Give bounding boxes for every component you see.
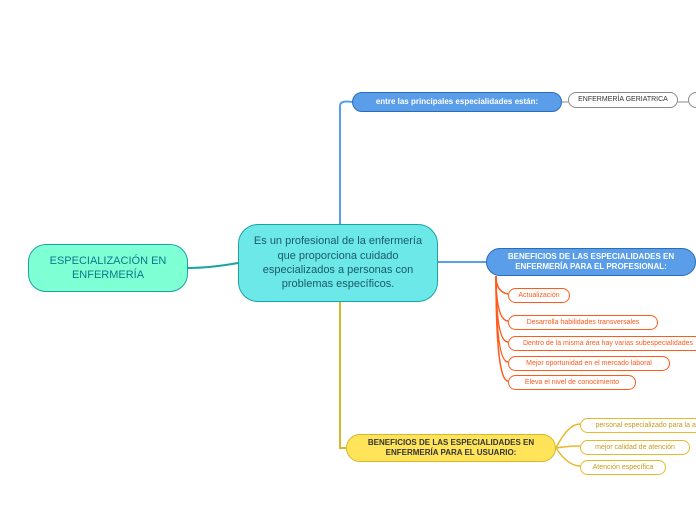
branch-prof-label: BENEFICIOS DE LAS ESPECIALIDADES EN ENFE…: [497, 252, 685, 273]
leaf-label: Eleva el nivel de conocimiento: [525, 378, 619, 387]
leaf-subespecialidades[interactable]: Dentro de la misma área hay varias subes…: [508, 336, 696, 351]
leaf-calidad[interactable]: mejor calidad de atención: [580, 440, 690, 455]
leaf-habilidades[interactable]: Desarrolla habilidades transversales: [508, 315, 658, 330]
leaf-actualizacion[interactable]: Actualización: [508, 288, 570, 303]
leaf-conocimiento[interactable]: Eleva el nivel de conocimiento: [508, 375, 636, 390]
leaf-personal[interactable]: personal especializado para la atenció: [580, 418, 696, 433]
root-node[interactable]: ESPECIALIZACIÓN EN ENFERMERÍA: [28, 244, 188, 292]
center-node[interactable]: Es un profesional de la enfermería que p…: [238, 224, 438, 302]
leaf-partial[interactable]: E: [688, 92, 696, 108]
leaf-label: Desarrolla habilidades transversales: [527, 318, 640, 327]
leaf-label: Dentro de la misma área hay varias subes…: [523, 339, 693, 348]
branch-top[interactable]: entre las principales especialidades est…: [352, 92, 562, 112]
root-label: ESPECIALIZACIÓN EN ENFERMERÍA: [39, 254, 177, 283]
branch-professional[interactable]: BENEFICIOS DE LAS ESPECIALIDADES EN ENFE…: [486, 248, 696, 276]
leaf-label: Actualización: [518, 291, 559, 300]
leaf-atencion[interactable]: Atención específica: [580, 460, 666, 475]
branch-top-label: entre las principales especialidades est…: [376, 97, 538, 107]
center-label: Es un profesional de la enfermería que p…: [249, 234, 427, 291]
branch-user-label: BENEFICIOS DE LAS ESPECIALIDADES EN ENFE…: [357, 438, 545, 459]
leaf-label: ENFERMERÍA GERIATRICA: [578, 95, 668, 104]
leaf-label: Mejor oportunidad en el mercado laboral: [526, 359, 652, 368]
leaf-label: personal especializado para la atenció: [595, 421, 696, 430]
leaf-geriatrica[interactable]: ENFERMERÍA GERIATRICA: [568, 92, 678, 108]
leaf-label: mejor calidad de atención: [595, 443, 675, 452]
leaf-mercado[interactable]: Mejor oportunidad en el mercado laboral: [508, 356, 670, 371]
branch-user[interactable]: BENEFICIOS DE LAS ESPECIALIDADES EN ENFE…: [346, 434, 556, 462]
leaf-label: Atención específica: [593, 463, 654, 472]
